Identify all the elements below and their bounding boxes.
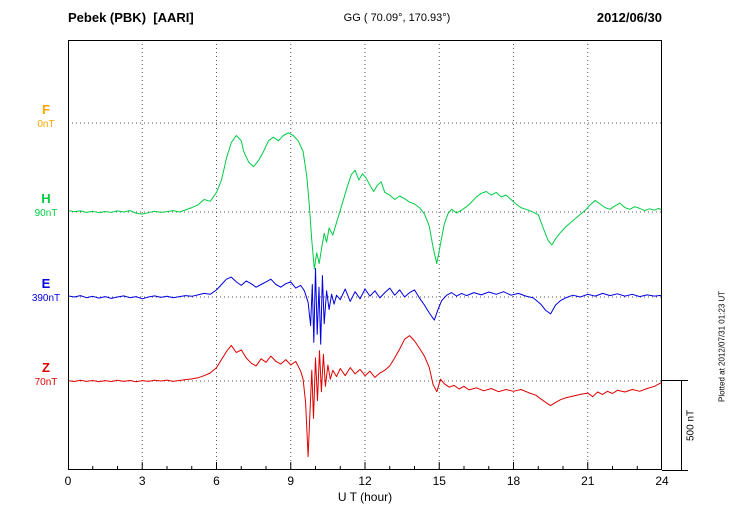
plotted-at-timestamp: Plotted at 2012/07/31 01:23 UT — [717, 290, 727, 402]
plot-svg — [68, 40, 662, 470]
x-tick-label: 18 — [506, 474, 521, 488]
station-title: Pebek (PBK) [AARI] — [68, 10, 194, 25]
scale-bar-vertical-line — [681, 380, 682, 470]
x-axis-label: U T (hour) — [337, 490, 393, 504]
scale-bar-top-tick — [662, 380, 688, 381]
trace-letter-E: E — [41, 276, 51, 291]
scale-bar-bottom-tick — [662, 470, 688, 471]
x-tick-label: 3 — [138, 474, 146, 488]
plot-area — [68, 40, 662, 470]
geographic-coords-label: GG ( 70.09°, 170.93°) — [343, 12, 451, 24]
x-tick-label: 0 — [64, 474, 72, 488]
x-tick-label: 12 — [358, 474, 372, 488]
x-tick-label: 24 — [655, 474, 669, 488]
scale-bar-label: 500 nT — [685, 409, 697, 441]
trace-letter-Z: Z — [42, 360, 50, 375]
x-tick-label: 9 — [287, 474, 295, 488]
trace-baseline-label-F: 0nT — [37, 119, 55, 130]
trace-baseline-label-H: 90nT — [34, 208, 58, 219]
date-label: 2012/06/30 — [596, 10, 662, 25]
x-tick-label: 15 — [432, 474, 446, 488]
trace-baseline-label-Z: 70nT — [34, 377, 58, 388]
trace-letter-F: F — [42, 102, 50, 117]
trace-letter-H: H — [41, 191, 51, 206]
x-tick-label: 6 — [213, 474, 220, 488]
x-tick-label: 21 — [581, 474, 595, 488]
trace-baseline-label-E: 390nT — [31, 293, 61, 304]
